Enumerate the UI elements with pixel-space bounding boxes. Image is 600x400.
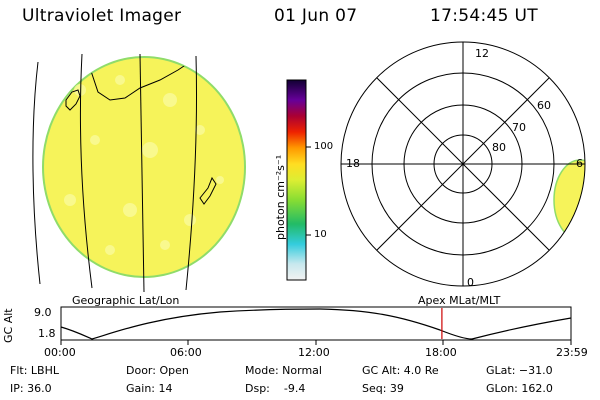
- status-filter: Flt: LBHL: [10, 364, 59, 377]
- altitude-xtick: 06:00: [170, 346, 202, 359]
- status-glat: GLat: −31.0: [486, 364, 553, 377]
- observation-time: 17:54:45 UT: [430, 6, 538, 26]
- altitude-ytick-9: 9.0: [34, 306, 52, 319]
- colorbar-tick-100: 100: [314, 141, 334, 152]
- altitude-ylabel: GC Alt: [2, 308, 15, 343]
- polar-oval-patch: [553, 159, 585, 241]
- observation-date: 01 Jun 07: [274, 6, 358, 26]
- status-glon: GLon: 162.0: [486, 382, 553, 395]
- mlt-label-18: 18: [346, 157, 360, 170]
- status-mode: Mode: Normal: [245, 364, 322, 377]
- instrument-title: Ultraviolet Imager: [22, 6, 182, 26]
- geographic-caption: Geographic Lat/Lon: [72, 294, 180, 307]
- apex-caption: Apex MLat/MLT: [418, 294, 501, 307]
- mlat-label-70: 70: [512, 121, 526, 134]
- status-door: Door: Open: [126, 364, 189, 377]
- status-dsp: Dsp: -9.4: [245, 382, 306, 395]
- mlt-label-12: 12: [475, 47, 489, 60]
- colorbar-unit-label: photon cm⁻²s⁻¹: [274, 154, 287, 240]
- polar-plot: [340, 41, 586, 287]
- status-gain: Gain: 14: [126, 382, 173, 395]
- altitude-xtick: 23:59: [556, 346, 588, 359]
- altitude-ytick-1-8: 1.8: [38, 327, 56, 340]
- altitude-curve: [60, 308, 572, 340]
- status-seq: Seq: 39: [362, 382, 404, 395]
- earth-disk-image: [32, 53, 246, 293]
- mlat-label-80: 80: [492, 141, 506, 154]
- altitude-xtick: 12:00: [298, 346, 330, 359]
- colorbar-tick-10: 10: [314, 229, 327, 240]
- status-gc-alt: GC Alt: 4.0 Re: [362, 364, 439, 377]
- mlt-label-6: 6: [576, 157, 583, 170]
- mlat-label-60: 60: [537, 99, 551, 112]
- status-ip: IP: 36.0: [10, 382, 52, 395]
- altitude-xtick: 00:00: [44, 346, 76, 359]
- altitude-xtick: 18:00: [425, 346, 457, 359]
- colorbar: [286, 79, 311, 281]
- altitude-plot: [60, 306, 572, 345]
- mlt-label-0: 0: [467, 276, 474, 289]
